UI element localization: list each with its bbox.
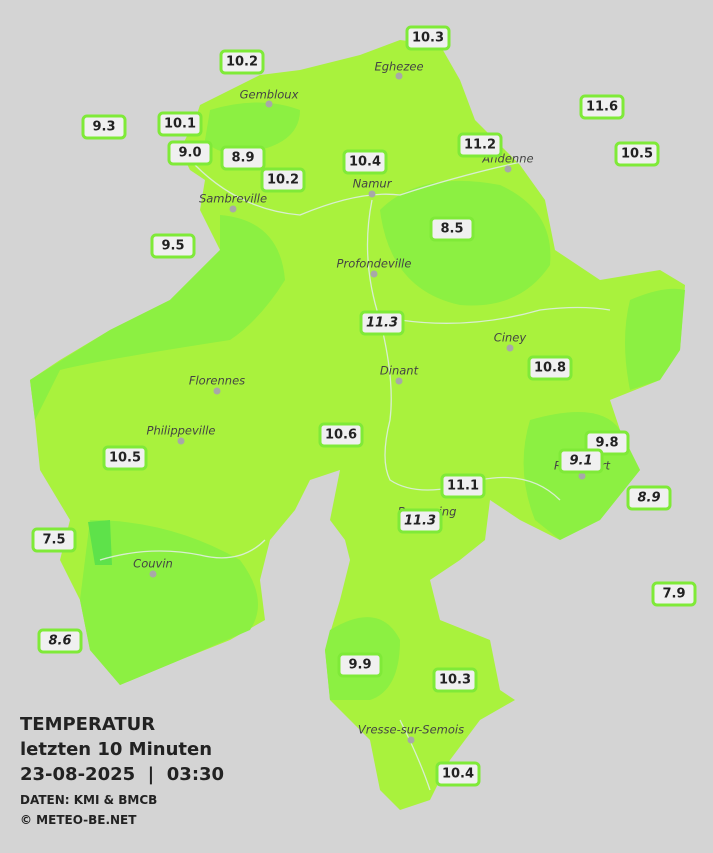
station-box	[405, 25, 451, 51]
city-dot	[177, 437, 185, 445]
station-value: 8.5	[440, 222, 463, 237]
city-label: Vresse-sur-Semois	[358, 723, 464, 737]
subtitle: letzten 10 Minuten	[20, 739, 212, 760]
datetime: 23-08-2025 | 03:30	[20, 764, 224, 785]
station-box	[219, 49, 265, 75]
city-label: Sambreville	[199, 192, 267, 206]
station-value: 8.6	[48, 634, 71, 649]
station-value: 10.5	[109, 451, 141, 466]
city-label: Gembloux	[240, 88, 299, 102]
station-box	[651, 581, 697, 607]
station-box	[37, 628, 83, 654]
station-box	[102, 445, 148, 471]
station-box	[220, 145, 266, 171]
station-value: 10.3	[439, 673, 471, 688]
station-value: 8.9	[637, 491, 660, 506]
station-value: 10.8	[534, 361, 566, 376]
station-box	[626, 485, 672, 511]
station-value: 9.3	[92, 120, 115, 135]
station-box	[260, 167, 306, 193]
city-dot	[395, 72, 403, 80]
station-value: 9.8	[595, 436, 618, 451]
station-box	[81, 114, 127, 140]
station-value: 10.3	[412, 31, 444, 46]
station-box	[440, 473, 486, 499]
station-value: 11.1	[447, 479, 479, 494]
city-dot	[265, 100, 273, 108]
station-value: 8.9	[231, 151, 254, 166]
station-value: 10.5	[621, 147, 653, 162]
station-value: 9.9	[348, 658, 371, 673]
station-box	[342, 149, 388, 175]
city-dot	[213, 387, 221, 395]
station-value: 10.4	[442, 767, 474, 782]
city-dot	[370, 270, 378, 278]
city-dot	[368, 190, 376, 198]
station-box	[429, 216, 475, 242]
source: DATEN: KMI & BMCB	[20, 793, 157, 807]
title: TEMPERATUR	[20, 714, 155, 735]
city-label: Eghezee	[374, 60, 423, 74]
city-label: Profondeville	[337, 257, 412, 271]
cold-spot	[88, 520, 112, 565]
station-value: 9.0	[178, 146, 201, 161]
station-value: 10.4	[349, 155, 381, 170]
city-label: Dinant	[380, 364, 419, 378]
station-value: 11.2	[464, 138, 496, 153]
city-dot	[504, 165, 512, 173]
station-box	[527, 355, 573, 381]
station-value: 11.3	[366, 316, 398, 331]
station-box	[157, 111, 203, 137]
station-box	[558, 448, 604, 474]
station-box	[457, 132, 503, 158]
station-value: 10.2	[226, 55, 258, 70]
city-label: Philippeville	[147, 424, 216, 438]
city-dot	[149, 570, 157, 578]
station-box	[614, 141, 660, 167]
station-value: 10.1	[164, 117, 196, 132]
city-dot	[395, 377, 403, 385]
station-box	[432, 667, 478, 693]
city-dot	[407, 736, 415, 744]
station-box	[435, 761, 481, 787]
station-value: 9.5	[161, 239, 184, 254]
info-block: TEMPERATUR letzten 10 Minuten 23-08-2025…	[20, 714, 224, 827]
copyright: © METEO-BE.NET	[20, 813, 137, 827]
rivers	[99, 159, 611, 791]
station-value: 7.9	[662, 587, 685, 602]
city-dot	[506, 344, 514, 352]
station-box	[359, 310, 405, 336]
station-box	[167, 140, 213, 166]
station-value: 10.6	[325, 428, 357, 443]
station-value: 10.2	[267, 173, 299, 188]
station-box	[579, 94, 625, 120]
station-box	[150, 233, 196, 259]
city-label: Ciney	[494, 331, 527, 345]
station-box	[31, 527, 77, 553]
city-label: Florennes	[189, 374, 245, 388]
station-value: 9.1	[569, 454, 592, 469]
station-value: 11.6	[586, 100, 618, 115]
station-value: 7.5	[42, 533, 65, 548]
station-box	[337, 652, 383, 678]
city-dot	[578, 472, 586, 480]
station-box	[318, 422, 364, 448]
city-label: Namur	[353, 177, 393, 191]
station-box	[397, 508, 443, 534]
city-label: Couvin	[133, 557, 173, 571]
city-dot	[229, 205, 237, 213]
station-value: 11.3	[404, 514, 436, 529]
